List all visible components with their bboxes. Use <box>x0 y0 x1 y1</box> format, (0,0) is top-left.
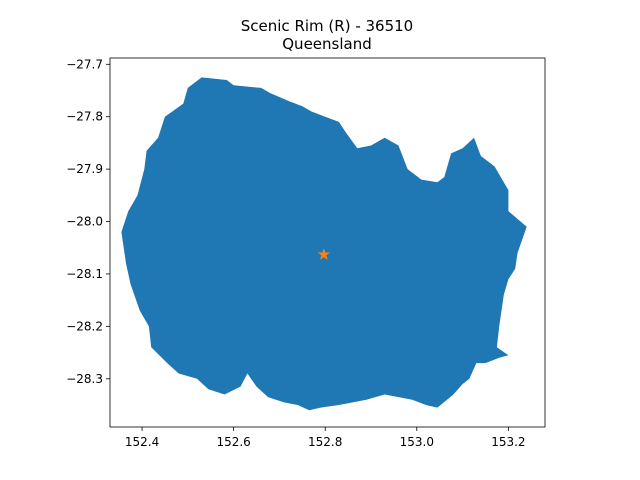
x-tick-label: 152.4 <box>125 435 159 449</box>
x-axis: 152.4 152.6 152.8 153.0 153.2 <box>125 427 526 449</box>
x-tick-label: 153.0 <box>400 435 434 449</box>
y-tick-label: −27.9 <box>66 162 103 176</box>
plot-area <box>121 77 527 411</box>
axes-frame <box>109 57 546 428</box>
y-tick-label: −27.7 <box>66 57 103 71</box>
y-tick-label: −28.0 <box>66 215 103 229</box>
x-tick-label: 152.8 <box>308 435 342 449</box>
region-boundary <box>121 77 527 411</box>
marker-layer <box>317 248 330 260</box>
y-tick-label: −28.3 <box>66 372 103 386</box>
x-tick-label: 152.6 <box>216 435 250 449</box>
centroid-star-marker <box>317 248 330 260</box>
map-subtitle: Queensland <box>282 35 371 53</box>
y-tick-label: −27.8 <box>66 110 103 124</box>
y-tick-label: −28.2 <box>66 319 103 333</box>
y-axis: −27.7 −27.8 −27.9 −28.0 −28.1 −28.2 −28.3 <box>66 57 110 386</box>
map-title: Scenic Rim (R) - 36510 <box>241 17 413 35</box>
x-tick-label: 153.2 <box>491 435 525 449</box>
y-tick-label: −28.1 <box>66 267 103 281</box>
